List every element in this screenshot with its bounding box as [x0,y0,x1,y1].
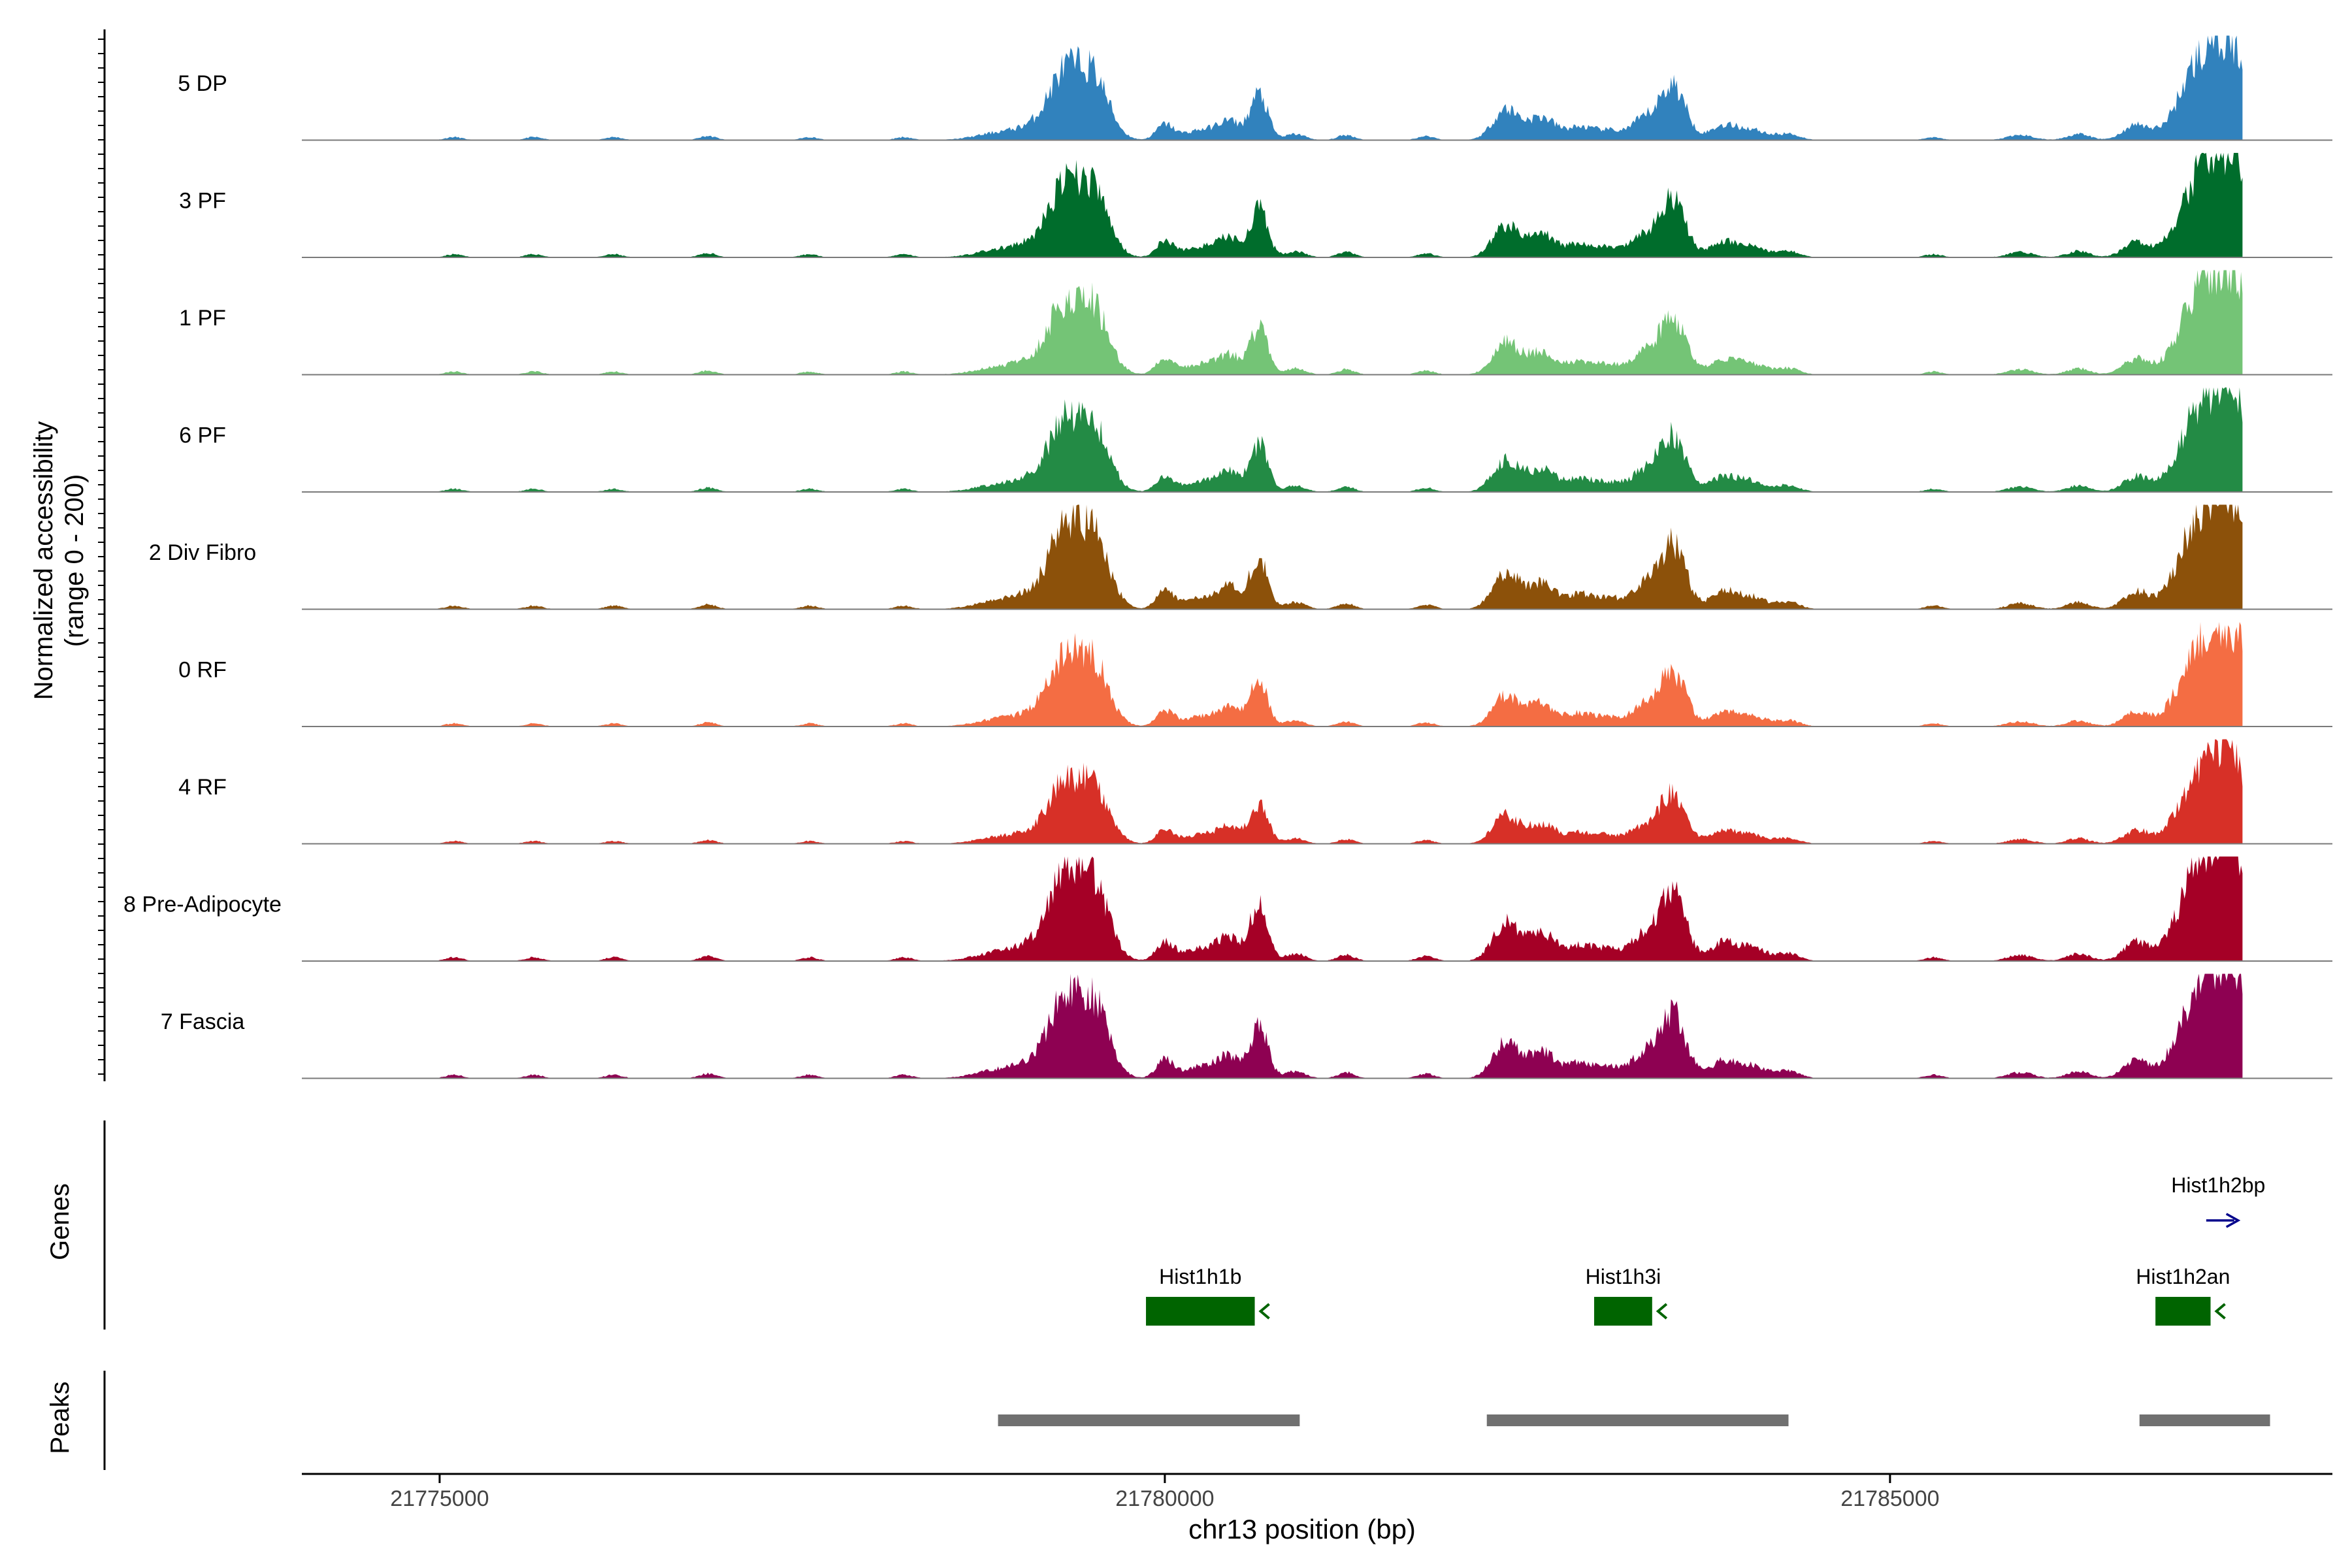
gene-label-1: Hist1h3i [1586,1265,1661,1288]
gene-body-0 [1146,1297,1255,1326]
gene-strand-2 [2214,1303,2226,1320]
gene-strand-1 [1656,1303,1668,1320]
track-label-5: 0 RF [178,657,227,682]
gene-label-2: Hist1h2an [2136,1265,2230,1288]
gene-label-0: Hist1h1b [1159,1265,1241,1288]
coverage-panel: 5 DP 3 PF 1 PF 6 PF 2 Div Fibro 0 RF 4 RF 8 Pre… [98,29,2332,1081]
peaks-track-label: Peaks [46,1381,74,1454]
x-axis-label: chr13 position (bp) [1188,1514,1416,1544]
track-label-7: 8 Pre-Adipocyte [123,892,282,917]
x-axis: 21775000 21780000 21785000 [302,1473,2332,1511]
peak-region-1 [1486,1414,1789,1426]
gene-arrowhead-3 [2225,1213,2241,1228]
x-tick-label: 21775000 [390,1486,489,1511]
genes-panel: Hist1h1b Hist1h3i Hist1h2an Hist1h2bp [103,1120,2265,1330]
gene-body-2 [2155,1297,2211,1326]
gene-strand-0 [1258,1303,1270,1320]
track-label-6: 4 RF [178,775,227,800]
track-label-0: 5 DP [178,71,227,96]
y-axis-label-line-1: Normalized accessibility [29,421,58,700]
x-tick-label: 21780000 [1115,1486,1214,1511]
peak-region-0 [998,1414,1300,1426]
y-axis-label-line-2: (range 0 - 200) [60,474,89,647]
track-label-4: 2 Div Fibro [149,540,256,565]
track-label-3: 6 PF [179,423,226,448]
track-label-2: 1 PF [179,306,226,331]
track-label-8: 7 Fascia [161,1009,245,1034]
gene-body-1 [1594,1297,1652,1326]
x-tick-label: 21785000 [1840,1486,1939,1511]
genes-track-label: Genes [46,1183,74,1260]
track-label-1: 3 PF [179,188,226,213]
gene-label-3: Hist1h2bp [2171,1173,2265,1197]
peak-region-2 [2139,1414,2270,1426]
peaks-panel [103,1371,2270,1470]
